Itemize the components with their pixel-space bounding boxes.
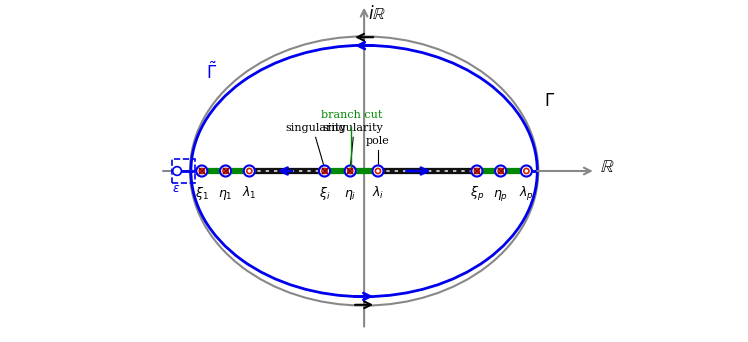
Circle shape: [173, 167, 182, 175]
Circle shape: [348, 168, 353, 174]
Circle shape: [373, 166, 384, 176]
Circle shape: [498, 168, 503, 174]
Circle shape: [471, 166, 482, 176]
Text: $\eta_1$: $\eta_1$: [218, 188, 233, 202]
Text: $\lambda_1$: $\lambda_1$: [242, 185, 257, 201]
Text: $\lambda_i$: $\lambda_i$: [372, 185, 384, 201]
Text: $\mathbb{R}$: $\mathbb{R}$: [600, 158, 614, 176]
Circle shape: [322, 168, 327, 174]
Circle shape: [521, 166, 532, 176]
Circle shape: [524, 168, 529, 174]
Circle shape: [223, 168, 228, 174]
Circle shape: [345, 166, 356, 176]
Circle shape: [495, 166, 506, 176]
Text: $i\mathbb{R}$: $i\mathbb{R}$: [368, 5, 386, 23]
Text: singularity: singularity: [323, 123, 384, 133]
Text: $\tilde{\Gamma}$: $\tilde{\Gamma}$: [206, 62, 217, 83]
Circle shape: [244, 166, 255, 176]
Text: $\xi_i$: $\xi_i$: [319, 185, 330, 202]
Circle shape: [196, 166, 207, 176]
Circle shape: [375, 168, 381, 174]
Circle shape: [199, 168, 204, 174]
Circle shape: [319, 166, 330, 176]
Circle shape: [220, 166, 231, 176]
Text: $\xi_1$: $\xi_1$: [195, 185, 209, 202]
Text: $\eta_i$: $\eta_i$: [344, 188, 356, 202]
Circle shape: [247, 168, 252, 174]
Circle shape: [474, 168, 479, 174]
Text: $\xi_p$: $\xi_p$: [470, 185, 484, 203]
Text: $\eta_p$: $\eta_p$: [493, 188, 508, 203]
Text: pole: pole: [366, 136, 390, 146]
Text: $\epsilon$: $\epsilon$: [172, 182, 180, 195]
Text: $\lambda_p$: $\lambda_p$: [519, 185, 534, 203]
Text: branch cut: branch cut: [321, 109, 382, 120]
Text: $\Gamma$: $\Gamma$: [545, 93, 555, 110]
Text: singularity: singularity: [285, 123, 346, 133]
